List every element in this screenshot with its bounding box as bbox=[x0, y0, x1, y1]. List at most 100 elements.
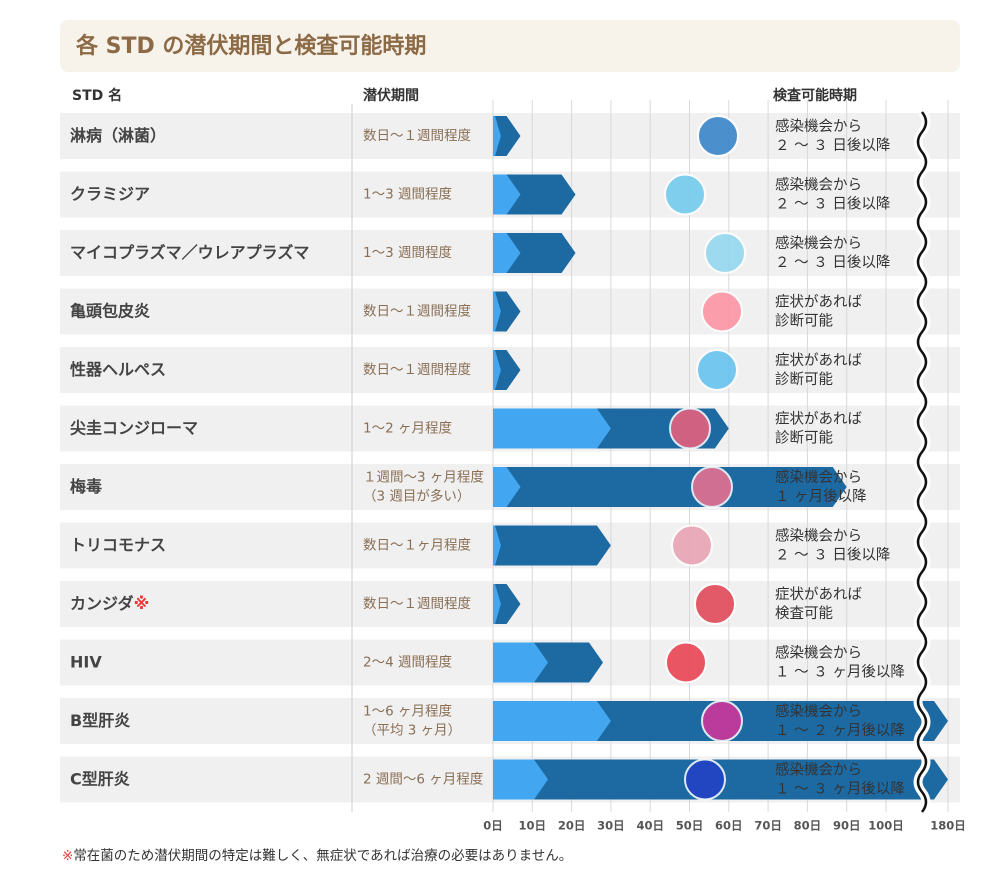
testing-label: 感染機会から bbox=[775, 469, 862, 486]
testing-label: 診断可能 bbox=[775, 430, 833, 447]
bar bbox=[493, 525, 611, 566]
category-name: B型肝炎 bbox=[70, 711, 130, 730]
footnote: ※常在菌のため潜伏期間の特定は難しく、無症状であれば治療の必要はありません。 bbox=[62, 847, 572, 864]
bar bbox=[493, 759, 549, 800]
germ-icon bbox=[684, 758, 726, 801]
latency-label: 数日～１週間程度 bbox=[363, 128, 471, 144]
bar bbox=[493, 291, 501, 332]
category-name: クラミジア bbox=[70, 184, 150, 203]
testing-label: 症状があれば bbox=[775, 294, 862, 311]
header: 潜伏期間 bbox=[363, 87, 419, 104]
header: 検査可能時期 bbox=[773, 87, 857, 104]
germ-icon bbox=[694, 583, 736, 625]
testing-label: 感染機会から bbox=[775, 762, 862, 779]
bar bbox=[493, 584, 501, 624]
testing-label: ２ ～ ３ 日後以降 bbox=[775, 137, 890, 154]
category-name: トリコモナス bbox=[70, 535, 166, 554]
category-name: 梅毒 bbox=[70, 477, 102, 496]
bar bbox=[493, 467, 847, 507]
latency-label: 1～3 週間程度 bbox=[363, 245, 452, 261]
germ-icon bbox=[704, 232, 746, 274]
testing-label: 感染機会から bbox=[775, 528, 862, 545]
bar bbox=[493, 116, 521, 156]
x-tick-label: 180日 bbox=[930, 819, 966, 833]
testing-label: １ ～ ２ ヶ月後以降 bbox=[775, 722, 905, 739]
germ-icon bbox=[697, 115, 739, 157]
category-label: クラミジア bbox=[70, 184, 150, 203]
chart-title: 各 STD の潜伏期間と検査可能時期 bbox=[75, 33, 426, 59]
bar bbox=[493, 408, 611, 449]
bar bbox=[493, 350, 501, 390]
x-tick-label: 70日 bbox=[754, 819, 782, 833]
footnote-mark: ※ bbox=[62, 848, 73, 864]
testing-label: 症状があれば bbox=[775, 586, 862, 603]
bar bbox=[493, 116, 501, 156]
category-name: 性器ヘルペス bbox=[70, 360, 166, 379]
testing-label: ２ ～ ３ 日後以降 bbox=[775, 196, 890, 213]
x-tick-label: 10日 bbox=[519, 819, 547, 833]
category-name: 亀頭包皮炎 bbox=[70, 301, 150, 320]
germ-icon bbox=[669, 407, 711, 450]
testing-label: 感染機会から bbox=[775, 235, 862, 252]
bar bbox=[493, 350, 521, 390]
bar bbox=[493, 174, 521, 215]
category-name: 淋病（淋菌） bbox=[70, 126, 166, 145]
category-label: トリコモナス bbox=[70, 535, 166, 554]
bar bbox=[493, 174, 576, 215]
x-tick-label: 80日 bbox=[794, 819, 822, 833]
x-tick-label: 40日 bbox=[636, 819, 664, 833]
x-tick-label: 60日 bbox=[715, 819, 743, 833]
x-tick-label: 30日 bbox=[597, 819, 625, 833]
testing-label: 症状があれば bbox=[775, 352, 862, 369]
latency-label: （平均 3 ヶ月） bbox=[363, 723, 461, 739]
germ-icon bbox=[671, 524, 713, 567]
header: STD 名 bbox=[72, 87, 122, 104]
bar bbox=[493, 467, 521, 507]
x-tick-label: 0日 bbox=[483, 819, 503, 833]
latency-label: 数日～１週間程度 bbox=[363, 304, 471, 320]
bar bbox=[493, 233, 521, 273]
latency-label: 2～4 週間程度 bbox=[363, 655, 452, 671]
germ-icon bbox=[691, 466, 733, 508]
category-label: 尖圭コンジローマ bbox=[70, 418, 198, 437]
testing-label: 感染機会から bbox=[775, 177, 862, 194]
category-label: カンジダ※ bbox=[70, 594, 149, 613]
latency-label: 数日～１週間程度 bbox=[363, 362, 471, 378]
bar bbox=[493, 233, 576, 273]
category-label: 梅毒 bbox=[70, 477, 102, 496]
category-label: C型肝炎 bbox=[70, 769, 130, 788]
testing-label: 検査可能 bbox=[775, 605, 833, 622]
background-layer: 各 STD の潜伏期間と検査可能時期 STD 名 潜伏期間 検査可能時期 bbox=[60, 20, 960, 104]
note-mark: ※ bbox=[134, 594, 150, 613]
testing-label: 診断可能 bbox=[775, 371, 833, 388]
germ-icon bbox=[701, 290, 743, 333]
category-name: C型肝炎 bbox=[70, 769, 130, 788]
x-tick-label: 50日 bbox=[676, 819, 704, 833]
bar bbox=[493, 525, 501, 566]
testing-label: 感染機会から bbox=[775, 645, 862, 662]
latency-label: （3 週目が多い） bbox=[363, 488, 470, 505]
latency-label: 1～3 週間程度 bbox=[363, 187, 452, 203]
bar bbox=[493, 642, 549, 683]
testing-label: 症状があれば bbox=[775, 411, 862, 428]
category-label: 性器ヘルペス bbox=[70, 360, 166, 379]
germ-icon bbox=[701, 700, 743, 742]
x-tick-label: 100日 bbox=[868, 819, 904, 833]
latency-label: 数日～１週間程度 bbox=[363, 596, 471, 612]
category-label: HIV bbox=[70, 652, 102, 671]
latency-label: 1～6 ヶ月程度 bbox=[363, 704, 452, 720]
x-tick-label: 90日 bbox=[833, 819, 861, 833]
latency-label: １週間～3 ヶ月程度 bbox=[363, 470, 484, 486]
bar-layer bbox=[493, 115, 948, 801]
bar bbox=[493, 701, 611, 741]
latency-label: 2 週間～6 ヶ月程度 bbox=[363, 772, 483, 788]
footnote-text: 常在菌のため潜伏期間の特定は難しく、無症状であれば治療の必要はありません。 bbox=[73, 847, 572, 864]
testing-label: １ ～ ３ ヶ月後以降 bbox=[775, 781, 905, 798]
category-label: マイコプラズマ／ウレアプラズマ bbox=[70, 243, 309, 262]
category-name: カンジダ bbox=[70, 594, 134, 613]
testing-label: ２ ～ ３ 日後以降 bbox=[775, 254, 890, 271]
latency-label: 1～2 ヶ月程度 bbox=[363, 421, 452, 437]
latency-label: 数日～１ヶ月程度 bbox=[363, 538, 471, 554]
